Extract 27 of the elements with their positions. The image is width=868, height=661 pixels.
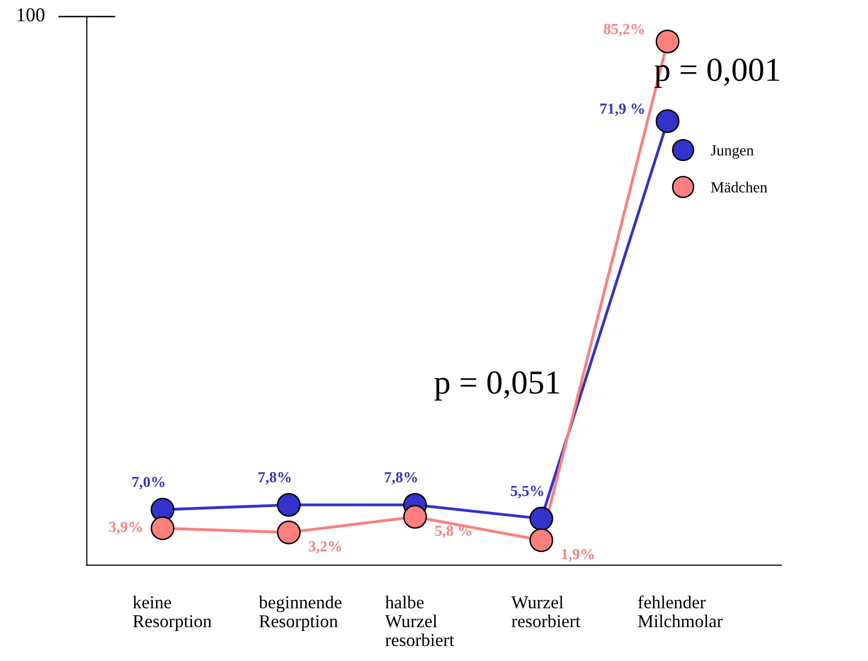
- point: [656, 109, 680, 133]
- point: [150, 516, 174, 540]
- data-label: 3,9%: [109, 522, 142, 534]
- data-label: 3,2%: [308, 541, 342, 554]
- data-label: 1,9%: [562, 548, 594, 562]
- x-tick-label: beginnende Resorption: [258, 596, 342, 632]
- x-tick-label: fehlender Milchmolar: [638, 596, 723, 628]
- annotation: p = 0,051: [434, 371, 560, 401]
- legend-label: Mädchen: [711, 182, 768, 192]
- annotation: p = 0,001: [654, 58, 780, 88]
- point: [529, 528, 554, 552]
- point: [403, 504, 427, 529]
- data-label: 85,2%: [604, 24, 644, 36]
- point: [656, 30, 680, 54]
- x-tick-label: Wurzel resorbiert: [511, 596, 580, 628]
- data-label: 7,8%: [384, 472, 417, 485]
- text: 100: [18, 8, 44, 22]
- point: [529, 506, 554, 531]
- data-label: 7,8%: [258, 472, 291, 485]
- data-label: 7,0%: [132, 476, 164, 490]
- point: [276, 520, 301, 544]
- data-label: 71,9 %: [600, 104, 644, 116]
- legend-label: Jungen: [710, 145, 754, 159]
- data-label: 5,5%: [510, 486, 544, 498]
- x-tick-label: keine Resorption: [132, 596, 212, 631]
- x-tick-label: halbe Wurzel resorbiert: [385, 596, 454, 646]
- point: [276, 493, 301, 517]
